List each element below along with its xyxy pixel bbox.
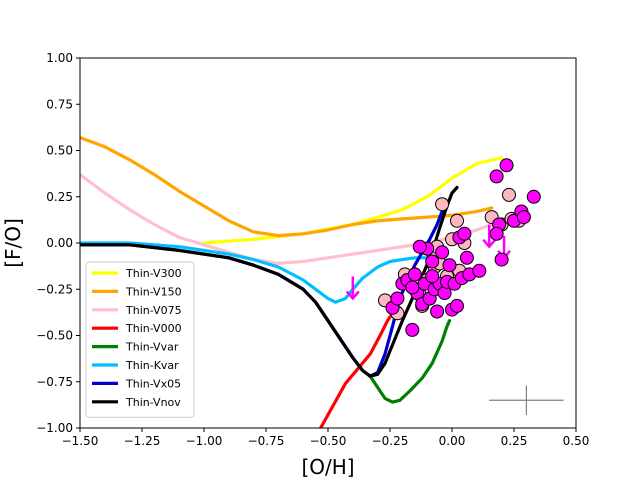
x-axis-ticks: −1.50 −1.25 −1.00 −0.75 −0.50 −0.25 0.00 0.25 0.… <box>62 428 590 448</box>
magenta-stars-point <box>425 269 440 284</box>
y-tick-label: 0.00 <box>46 236 73 250</box>
y-tick-label: −0.25 <box>36 282 73 296</box>
magenta-stars-point <box>472 263 487 278</box>
magenta-stars-point <box>405 280 420 295</box>
magenta-stars-point <box>457 226 472 241</box>
x-tick-label: 0.50 <box>563 434 590 448</box>
magenta-stars-point <box>459 250 474 265</box>
y-tick-label: −0.50 <box>36 329 73 343</box>
legend-label: Thin-V000 <box>125 322 182 335</box>
y-axis-label: [F/O] <box>1 218 25 268</box>
x-tick-label: −0.75 <box>248 434 285 448</box>
pink-stars-point <box>502 187 516 202</box>
legend-label: Thin-Vx05 <box>125 377 181 390</box>
x-tick-label: 0.25 <box>501 434 528 448</box>
legend-label: Thin-Vvar <box>125 341 179 354</box>
x-tick-label: −1.25 <box>124 434 161 448</box>
x-tick-label: −0.25 <box>372 434 409 448</box>
magenta-stars-point <box>442 258 457 273</box>
y-axis-ticks: −1.00 −0.75 −0.50 −0.25 0.00 0.25 0.50 0.75 1.00 <box>36 51 80 435</box>
pink-stars-point <box>435 197 450 212</box>
y-tick-label: −0.75 <box>36 375 73 389</box>
magenta-stars-point <box>489 169 504 184</box>
magenta-stars-point <box>450 298 464 313</box>
magenta-stars-point <box>407 267 422 282</box>
magenta-stars-point <box>516 210 531 225</box>
x-axis-label: [O/H] <box>301 455 354 479</box>
legend-label: Thin-V300 <box>125 267 182 280</box>
y-tick-label: 1.00 <box>46 51 73 65</box>
plot-area <box>80 136 564 428</box>
series-line-thin-v150 <box>80 136 494 238</box>
legend: Thin-V300 Thin-V150 Thin-V075 Thin-V000 Thin… <box>85 261 195 418</box>
scatter-points <box>378 158 541 337</box>
series-line-thin-vvar <box>368 319 452 404</box>
magenta-stars-point <box>390 291 405 306</box>
magenta-stars-point <box>489 226 504 241</box>
y-tick-label: −1.00 <box>36 421 73 435</box>
series-line-thin-kvar <box>80 241 454 304</box>
upper-limit-arrow-head <box>345 290 360 301</box>
magenta-stars-point <box>435 245 450 260</box>
magenta-stars-point <box>425 254 440 269</box>
pink-stars-point <box>450 213 464 228</box>
legend-label: Thin-V075 <box>125 304 182 317</box>
magenta-stars-point <box>405 322 420 337</box>
magenta-stars-point <box>494 252 509 267</box>
magenta-stars-point <box>430 304 445 319</box>
magenta-stars-point <box>412 239 427 254</box>
legend-label: Thin-Vnov <box>125 396 181 409</box>
series-line-thin-v300 <box>202 156 504 245</box>
series-line-thin-v075 <box>80 173 494 265</box>
legend-box <box>85 261 195 418</box>
magenta-stars-point <box>499 158 514 173</box>
y-tick-label: 0.50 <box>46 144 73 158</box>
x-tick-label: 0.00 <box>439 434 466 448</box>
upper-limit-arrow-head <box>482 238 497 249</box>
y-tick-label: 0.75 <box>46 97 73 111</box>
x-tick-label: −1.00 <box>186 434 223 448</box>
x-tick-label: −0.50 <box>310 434 347 448</box>
legend-label: Thin-Kvar <box>125 359 179 372</box>
magenta-stars-point <box>526 189 541 204</box>
x-tick-label: −1.50 <box>62 434 99 448</box>
y-tick-label: 0.25 <box>46 190 73 204</box>
legend-label: Thin-V150 <box>125 285 182 298</box>
error-bar <box>489 385 564 416</box>
